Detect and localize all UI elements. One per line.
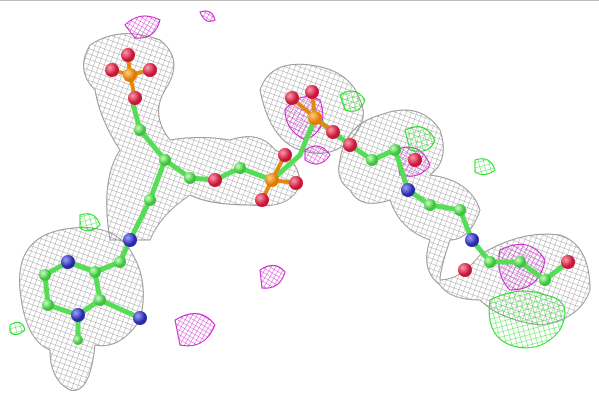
atoms — [39, 48, 575, 345]
green-density-mesh — [9, 90, 566, 349]
